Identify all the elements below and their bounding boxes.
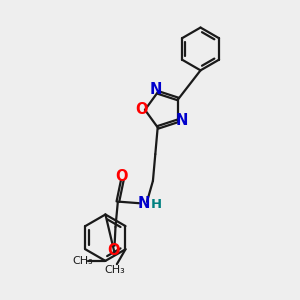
- Text: O: O: [116, 169, 128, 184]
- Text: N: N: [150, 82, 162, 97]
- Text: O: O: [135, 102, 147, 117]
- Text: CH₃: CH₃: [73, 256, 94, 266]
- Text: H: H: [150, 198, 161, 211]
- Text: N: N: [138, 196, 150, 211]
- Text: CH₃: CH₃: [105, 265, 125, 275]
- Text: O: O: [107, 243, 119, 258]
- Text: N: N: [176, 113, 188, 128]
